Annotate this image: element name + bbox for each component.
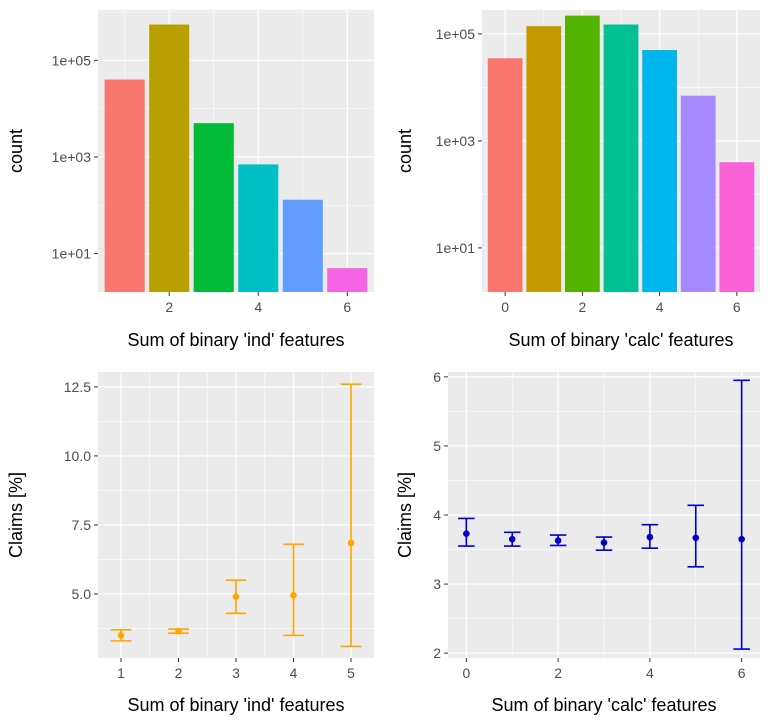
y-tick-label: 3 <box>433 576 441 592</box>
bar <box>565 15 600 292</box>
y-tick-label: 7.5 <box>72 517 92 533</box>
bar <box>680 95 716 292</box>
bar <box>238 164 279 292</box>
bar <box>642 50 677 292</box>
data-point <box>290 592 297 599</box>
bar <box>149 24 190 293</box>
x-tick-label: 2 <box>554 665 562 681</box>
y-tick-label: 2 <box>433 645 441 661</box>
data-point <box>117 632 125 639</box>
y-tick-label: 1e+05 <box>436 26 476 42</box>
y-tick-label: 4 <box>433 507 441 523</box>
x-axis-title: Sum of binary 'ind' features <box>128 695 345 715</box>
x-tick-label: 4 <box>656 299 664 315</box>
x-axis-title: Sum of binary 'calc' features <box>509 330 734 350</box>
bar <box>487 58 523 293</box>
bar <box>282 199 323 292</box>
x-tick-label: 4 <box>290 665 298 681</box>
x-tick-label: 4 <box>254 299 262 315</box>
data-point <box>646 533 654 541</box>
x-tick-label: 2 <box>578 299 586 315</box>
data-point <box>738 535 745 543</box>
x-tick-label: 4 <box>646 665 654 681</box>
x-tick-label: 0 <box>501 299 509 315</box>
y-tick-label: 1e+03 <box>52 149 92 165</box>
y-tick-label: 12.5 <box>64 379 91 395</box>
y-tick-label: 6 <box>433 369 441 385</box>
y-tick-label: 1e+01 <box>52 246 92 262</box>
x-axis-title: Sum of binary 'calc' features <box>492 695 717 715</box>
y-tick-label: 10.0 <box>64 448 91 464</box>
y-axis-title: count <box>395 129 415 173</box>
y-tick-label: 1e+05 <box>52 52 92 68</box>
bar <box>104 79 145 292</box>
x-tick-label: 3 <box>232 665 240 681</box>
data-point <box>508 535 516 543</box>
x-axis-title: Sum of binary 'ind' features <box>128 330 345 350</box>
data-point <box>692 534 700 542</box>
x-tick-label: 1 <box>117 665 125 681</box>
bar <box>526 26 562 293</box>
x-tick-label: 2 <box>165 299 173 315</box>
x-tick-label: 6 <box>733 299 741 315</box>
y-tick-label: 1e+03 <box>436 133 476 149</box>
data-point <box>463 530 470 537</box>
chart-panel-4: 2 3 4 5 6 0 2 4 6 Sum of binary 'calc' features Cl… <box>395 369 760 715</box>
bar <box>603 24 639 293</box>
y-axis-title: Claims [%] <box>395 472 415 558</box>
x-tick-label: 2 <box>175 665 183 681</box>
bar <box>327 268 368 292</box>
y-tick-label: 5 <box>433 438 441 454</box>
x-tick-label: 0 <box>462 665 470 681</box>
chart-panel-1: 1e+01 1e+03 1e+05 2 4 6 Sum of binary 'ind' fe… <box>6 10 374 350</box>
x-tick-label: 6 <box>343 299 351 315</box>
x-tick-label: 5 <box>347 665 355 681</box>
y-axis-title: Claims [%] <box>6 472 26 558</box>
x-tick-label: 6 <box>738 665 746 681</box>
panels: 1e+01 1e+03 1e+05 2 4 6 Sum of binary 'ind' fe… <box>6 10 760 715</box>
y-tick-label: 1e+01 <box>436 240 476 256</box>
data-point <box>600 539 608 546</box>
data-point <box>175 627 182 635</box>
data-point <box>554 537 562 544</box>
y-tick-label: 5.0 <box>72 586 92 602</box>
data-point <box>232 593 240 601</box>
bar <box>193 123 234 292</box>
y-axis-title: count <box>6 129 26 173</box>
data-point <box>347 539 355 547</box>
bar <box>719 162 755 292</box>
chart-panel-2: 1e+01 1e+03 1e+05 0 2 4 6 Sum of binary 'calc' … <box>395 10 760 350</box>
